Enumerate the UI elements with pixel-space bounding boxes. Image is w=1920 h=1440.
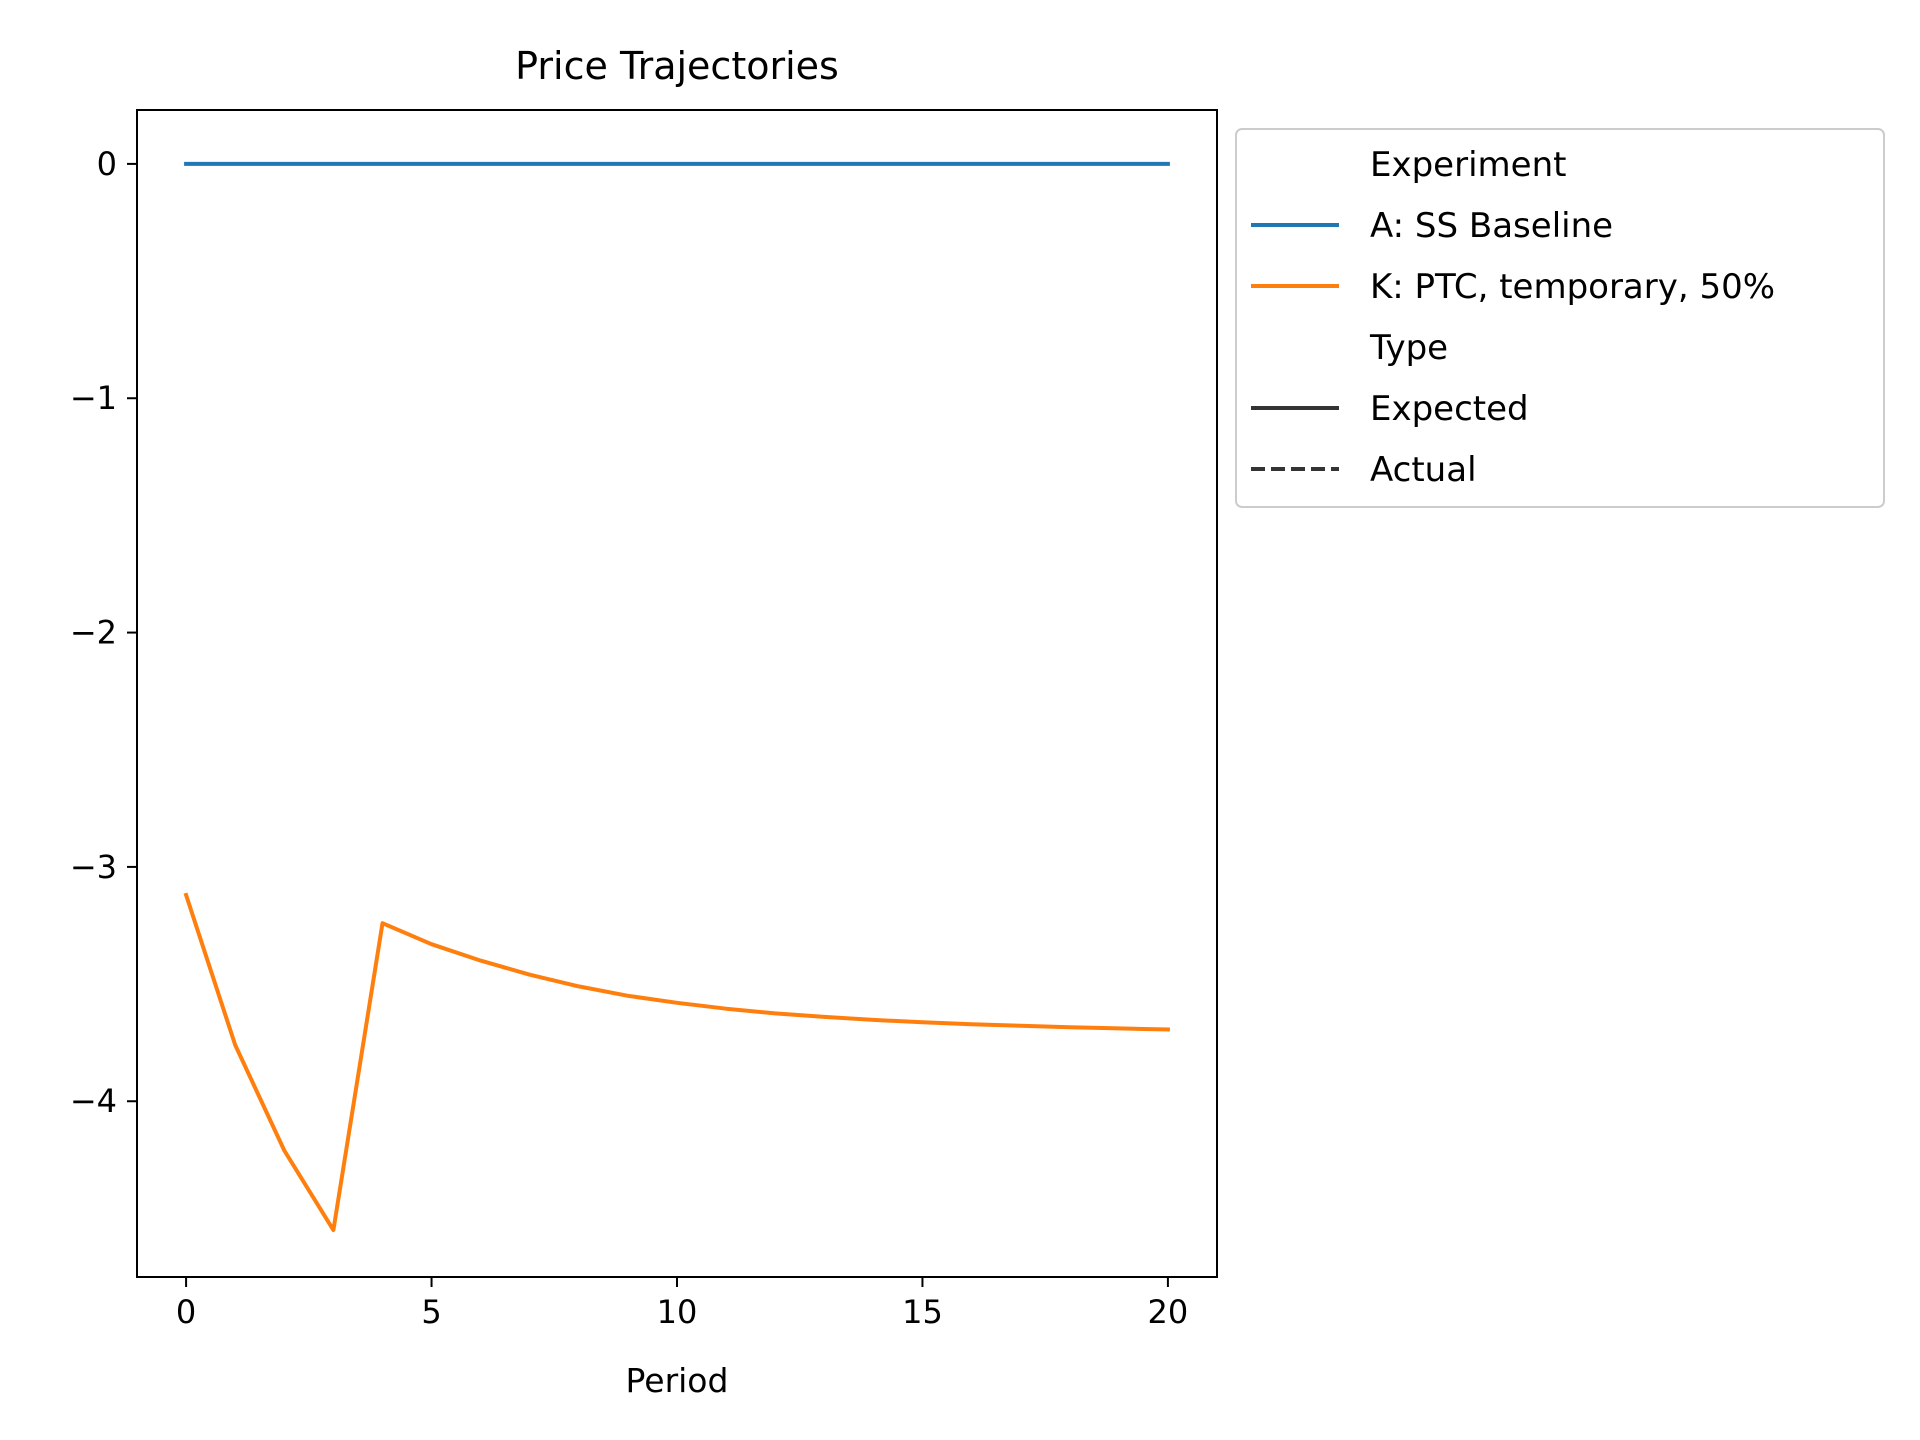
x-tick-label: 15 <box>902 1293 943 1331</box>
legend-section-title: Experiment <box>1370 145 1566 185</box>
y-tick-label: −1 <box>70 379 117 417</box>
legend-frame <box>1235 128 1885 508</box>
y-tick-label: 0 <box>97 145 117 183</box>
x-tick-label: 5 <box>421 1293 441 1331</box>
x-tick-label: 10 <box>657 1293 698 1331</box>
y-axis-ticks: 0 −1 −2 −3 −4 <box>70 145 137 1120</box>
legend-entry-label: Actual <box>1370 450 1477 490</box>
series-line-1 <box>183 892 1170 1233</box>
y-tick-label: −4 <box>70 1082 117 1120</box>
legend-entry-label: Expected <box>1370 389 1529 429</box>
y-tick-label: −2 <box>70 614 117 652</box>
legend-entry-label: K: PTC, temporary, 50% <box>1370 267 1775 307</box>
x-axis-ticks: 0 5 10 15 20 <box>176 1277 1188 1331</box>
x-axis-label: Period <box>626 1361 729 1400</box>
series-layer <box>183 161 1170 1233</box>
legend-entry-label: A: SS Baseline <box>1370 206 1613 246</box>
legend-section-title: Type <box>1369 328 1448 368</box>
legend: Experiment A: SS Baseline K: PTC, temporar… <box>1235 128 1885 508</box>
y-tick-label: −3 <box>70 848 117 886</box>
x-tick-label: 20 <box>1148 1293 1189 1331</box>
chart-title: Price Trajectories <box>515 44 839 88</box>
x-tick-label: 0 <box>176 1293 196 1331</box>
